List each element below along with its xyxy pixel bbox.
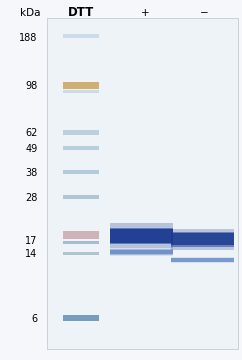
Text: 49: 49 <box>25 144 38 154</box>
Text: 62: 62 <box>25 128 38 138</box>
Bar <box>171 258 234 262</box>
Text: 6: 6 <box>31 314 38 324</box>
Bar <box>63 315 99 321</box>
Bar <box>63 241 99 244</box>
Bar <box>63 231 99 239</box>
Text: −: − <box>200 8 209 18</box>
Bar <box>171 229 234 250</box>
Text: 28: 28 <box>25 193 38 203</box>
Bar <box>63 34 99 38</box>
Bar <box>110 249 173 255</box>
Bar <box>110 248 173 256</box>
Text: kDa: kDa <box>20 8 40 18</box>
Bar <box>110 250 173 254</box>
Bar <box>47 18 238 349</box>
Bar <box>63 82 99 89</box>
Bar <box>171 258 234 262</box>
Bar <box>110 224 173 248</box>
Bar <box>63 252 99 255</box>
Text: 98: 98 <box>25 81 38 91</box>
Bar <box>63 170 99 174</box>
Text: 188: 188 <box>19 33 38 43</box>
Bar <box>63 130 99 135</box>
Text: 17: 17 <box>25 236 38 246</box>
Bar <box>171 257 234 263</box>
Text: 14: 14 <box>25 249 38 259</box>
Text: 38: 38 <box>25 168 38 178</box>
Bar <box>63 90 99 93</box>
Bar <box>110 228 173 244</box>
Bar <box>63 146 99 150</box>
Bar <box>63 195 99 199</box>
Bar <box>171 233 234 246</box>
Text: +: + <box>141 8 150 18</box>
Bar <box>171 232 234 247</box>
Text: DTT: DTT <box>68 6 94 19</box>
Bar <box>110 229 173 243</box>
